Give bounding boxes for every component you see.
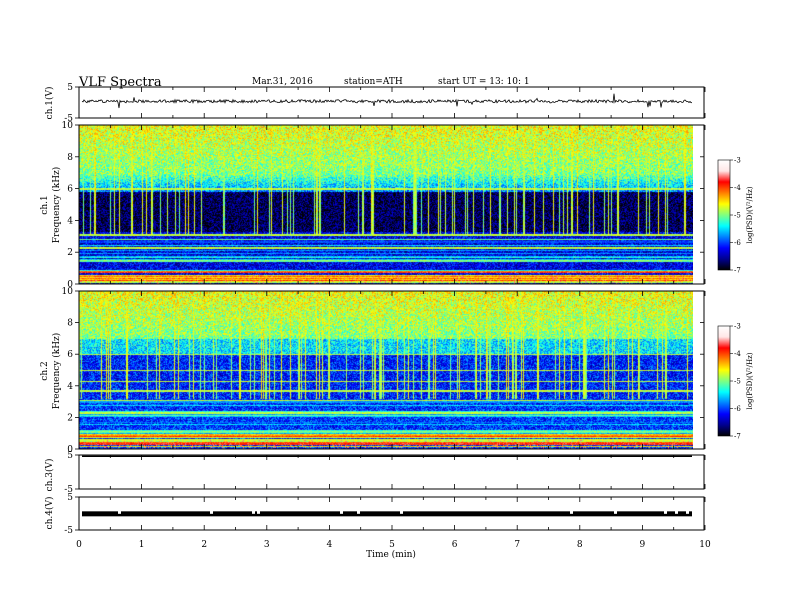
ch4-waveform-gap <box>686 510 689 514</box>
x-tick-label: 6 <box>452 540 458 550</box>
y-tick-label: -5 <box>64 114 73 124</box>
colorbar-tick-label: -6 <box>734 239 741 247</box>
colorbar-tick-label: -5 <box>734 378 741 386</box>
panel-frame-ch2-spectrogram <box>78 290 705 450</box>
y-tick-label: 4 <box>67 382 73 392</box>
y-tick-label: 6 <box>67 185 73 195</box>
y-tick-label: 2 <box>67 413 73 423</box>
x-tick-label: 2 <box>201 540 207 550</box>
panel-frame-ch1-spectrogram <box>78 124 705 285</box>
x-tick-label: 5 <box>389 540 395 550</box>
x-tick-label: 8 <box>577 540 583 550</box>
ch4-waveform-gap <box>400 510 403 514</box>
panel-frame-ch4-waveform <box>78 496 705 531</box>
ch4-waveform-gap <box>570 510 573 514</box>
x-tick-label: 3 <box>264 540 270 550</box>
colorbar-tick-label: -3 <box>734 157 741 165</box>
colorbar-2 <box>717 325 731 437</box>
colorbar-1 <box>717 159 731 271</box>
x-tick-label: 1 <box>139 540 145 550</box>
panel-plots <box>81 93 693 517</box>
y-tick-label: 10 <box>62 121 74 131</box>
panel-frame-ch1-waveform <box>78 86 705 119</box>
date-label: Mar.31, 2016 <box>252 77 313 87</box>
colorbar2-label: log(PSD)(V²/Hz) <box>746 352 754 409</box>
ch4-waveform-gap <box>210 510 213 514</box>
colorbar-tick-label: -7 <box>734 433 741 441</box>
ch3-ylabel: ch.3(V) <box>44 459 55 492</box>
y-tick-label: 5 <box>67 83 73 93</box>
y-tick-label: 5 <box>67 451 73 461</box>
y-tick-label: -5 <box>64 485 73 495</box>
ch4-waveform-gap <box>257 510 260 514</box>
colorbar-tick-label: -5 <box>734 212 741 220</box>
ch4-ylabel: ch.4(V) <box>44 497 55 530</box>
x-tick-label: 7 <box>514 540 520 550</box>
ch1-spec-ylabel-channel: ch.1 <box>40 195 50 214</box>
ch4-waveform-gap <box>118 510 121 514</box>
ch4-waveform-gap <box>340 510 343 514</box>
y-tick-label: 0 <box>67 280 73 290</box>
x-tick-label: 9 <box>640 540 646 550</box>
ch4-waveform-band <box>82 511 692 517</box>
y-tick-label: 2 <box>67 248 73 258</box>
ch1-spec-ylabel-frequency: Frequency (kHz) <box>51 167 62 244</box>
y-tick-label: 10 <box>62 287 74 297</box>
x-tick-label: 0 <box>76 540 82 550</box>
y-tick-label: 4 <box>67 216 73 226</box>
spectrogram-image-ch1 <box>79 125 693 284</box>
y-tick-label: 6 <box>67 350 73 360</box>
y-tick-label: 8 <box>67 153 73 163</box>
ch4-waveform-gap <box>614 510 617 514</box>
ch4-waveform-gap <box>675 510 678 514</box>
colorbar-tick-label: -3 <box>734 323 741 331</box>
y-tick-label: 5 <box>67 493 73 503</box>
x-tick-label: 4 <box>327 540 333 550</box>
colorbar-tick-label: -4 <box>734 184 741 192</box>
start-time-label: start UT = 13: 10: 1 <box>438 77 530 87</box>
x-tick-label: 10 <box>699 540 711 550</box>
y-tick-label: 0 <box>67 445 73 455</box>
colorbar-tick-label: -7 <box>734 267 741 275</box>
ch4-waveform-gap <box>252 510 255 514</box>
panel-frame-ch3-waveform <box>78 454 705 490</box>
ch4-waveform-gap <box>664 510 667 514</box>
ch1-waveform-line <box>81 93 693 109</box>
ch2-spec-ylabel-channel: ch.2 <box>40 361 50 380</box>
spectrogram-images <box>79 125 693 449</box>
ch1-ylabel: ch.1(V) <box>44 87 55 120</box>
y-tick-label: 8 <box>67 319 73 329</box>
y-tick-label: -5 <box>64 526 73 536</box>
figure-title: VLF Spectra <box>78 75 162 90</box>
colorbar-tick-label: -6 <box>734 405 741 413</box>
colorbar-tick-label: -4 <box>734 350 741 358</box>
ch2-spec-ylabel-frequency: Frequency (kHz) <box>51 333 62 410</box>
ch4-waveform-gap <box>357 510 360 514</box>
x-axis-label: Time (min) <box>366 549 416 560</box>
colorbar1-label: log(PSD)(V²/Hz) <box>746 186 754 243</box>
spectrogram-image-ch2 <box>79 291 693 449</box>
station-label: station=ATH <box>344 77 403 87</box>
